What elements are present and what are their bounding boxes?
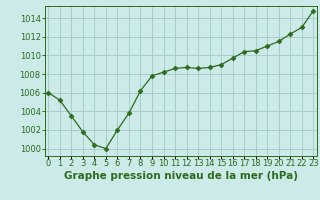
X-axis label: Graphe pression niveau de la mer (hPa): Graphe pression niveau de la mer (hPa) — [64, 171, 298, 181]
